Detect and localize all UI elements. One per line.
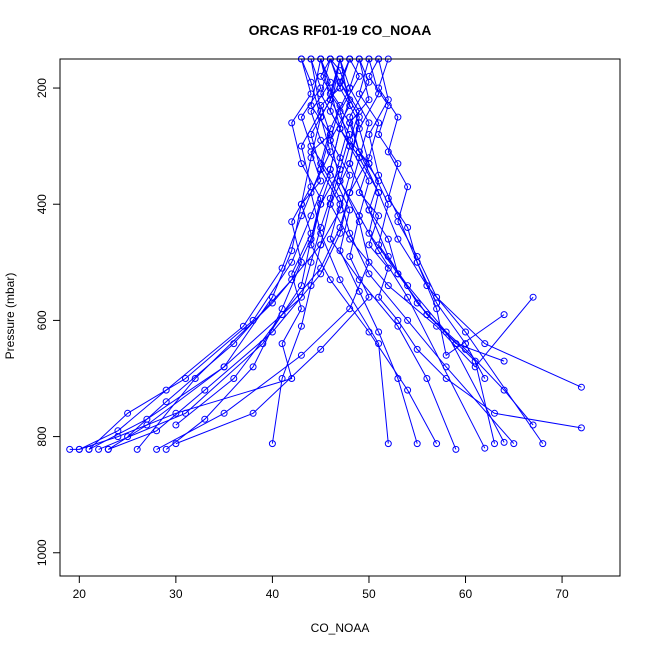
series-line xyxy=(89,59,340,449)
series-13 xyxy=(96,56,324,452)
y-tick-label: 800 xyxy=(35,426,49,446)
x-axis-label: CO_NOAA xyxy=(311,621,370,635)
x-tick-label: 30 xyxy=(169,587,183,601)
series-line xyxy=(350,59,495,444)
y-tick-label: 400 xyxy=(35,194,49,214)
x-tick-label: 60 xyxy=(459,587,473,601)
plot-area xyxy=(67,56,585,452)
x-tick-label: 40 xyxy=(266,587,280,601)
x-tick-label: 50 xyxy=(362,587,376,601)
series-6 xyxy=(366,56,488,382)
y-tick-label: 600 xyxy=(35,310,49,330)
series-line xyxy=(79,59,330,449)
y-tick-label: 1000 xyxy=(35,539,49,566)
y-axis-label: Pressure (mbar) xyxy=(3,273,17,360)
series-17 xyxy=(347,56,498,447)
series-line xyxy=(128,59,331,437)
series-14 xyxy=(376,56,585,390)
x-tick-label: 20 xyxy=(73,587,87,601)
series-line xyxy=(369,59,485,379)
y-tick-label: 200 xyxy=(35,78,49,98)
series-24 xyxy=(105,56,323,452)
chart-title: ORCAS RF01-19 CO_NOAA xyxy=(249,22,432,38)
series-line xyxy=(108,59,320,449)
series-line xyxy=(89,59,350,449)
x-tick-label: 70 xyxy=(555,587,569,601)
series-29 xyxy=(347,56,546,447)
x-axis: 20 30 40 50 60 70 xyxy=(73,576,569,601)
y-axis: 200 400 600 800 1000 xyxy=(35,78,60,566)
series-line xyxy=(108,59,359,449)
series-line xyxy=(321,59,418,444)
